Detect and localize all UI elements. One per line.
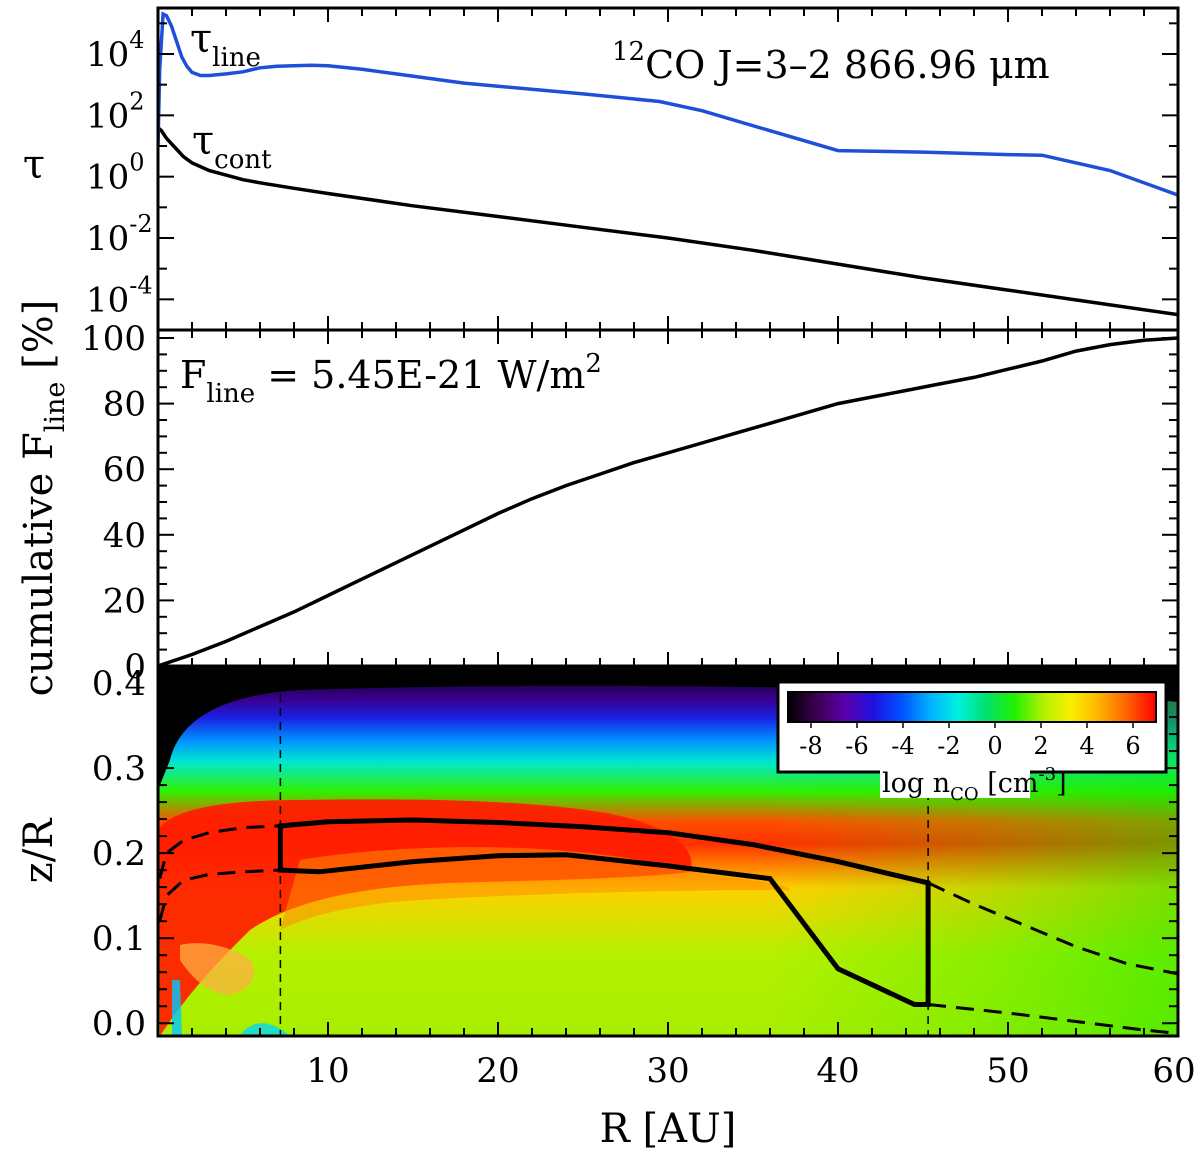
optical-depth-y-tick-base: 10 bbox=[86, 35, 129, 75]
co-density-y-tick-label: 0.0 bbox=[92, 1004, 146, 1044]
optical-depth-y-axis-title: τ bbox=[23, 142, 45, 188]
co-warm-region bbox=[280, 847, 790, 930]
optical-depth-y-tick-label: 104 bbox=[86, 26, 145, 75]
colorbar-tick-labels: -8 -6 -4 -2 0 2 4 6 bbox=[799, 722, 1141, 760]
emission-contours bbox=[158, 666, 1178, 1036]
optical-depth-y-tick-label: 100 bbox=[86, 149, 145, 198]
tau-line-line bbox=[158, 11, 1178, 197]
co-density-x-tick-labels: 10 20 30 40 50 60 bbox=[306, 1051, 1195, 1091]
colorbar-tick-label: 6 bbox=[1125, 732, 1140, 760]
line-flux-annotation: Fline = 5.45E-21 W/m2 bbox=[180, 349, 602, 409]
colorbar: -8 -6 -4 -2 0 2 4 6 log nCO [cm-3] bbox=[776, 680, 1168, 805]
colorbar-tick-label: -8 bbox=[799, 732, 822, 760]
optical-depth-y-tick-base: 10 bbox=[86, 158, 129, 198]
x-tick-label: 30 bbox=[646, 1051, 689, 1091]
x-tick-label: 40 bbox=[816, 1051, 859, 1091]
colorbar-label-background bbox=[880, 766, 1030, 798]
optical-depth-y-tick-label: 10-4 bbox=[86, 271, 153, 320]
line-flux-annotation-sub: line bbox=[206, 379, 255, 409]
tau-line-label-main: τ bbox=[190, 16, 212, 62]
x-tick-label: 50 bbox=[986, 1051, 1029, 1091]
colorbar-label-sup: -3 bbox=[1039, 764, 1057, 785]
colorbar-label: log nCO [cm-3] bbox=[882, 764, 1067, 805]
line-title: 12CO J=3–2 866.96 μm bbox=[612, 37, 1050, 87]
dashed-contour bbox=[158, 868, 281, 922]
x-axis-title: R [AU] bbox=[600, 1106, 737, 1152]
line-title-main: CO J=3–2 866.96 μm bbox=[645, 43, 1050, 87]
optical-depth-y-tick-label: 102 bbox=[86, 87, 145, 136]
cumulative-flux-y-tick-label: 100 bbox=[81, 319, 146, 359]
dashed-contour bbox=[927, 1003, 1178, 1035]
optical-depth-y-tick-label: 10-2 bbox=[86, 210, 153, 259]
cumulative-flux-y-tick-label: 60 bbox=[103, 450, 146, 490]
x-tick-label: 10 bbox=[306, 1051, 349, 1091]
colorbar-tick-label: -6 bbox=[845, 732, 868, 760]
co-density-y-tick-labels: 0.0 0.1 0.2 0.3 0.4 bbox=[92, 664, 146, 1044]
colorbar-label-unit: [cm bbox=[979, 768, 1039, 799]
dashed-contour bbox=[927, 881, 1178, 976]
tau-line-label-sub: line bbox=[212, 43, 261, 73]
colorbar-tick-label: 4 bbox=[1079, 732, 1094, 760]
co-density-y-tick-label: 0.3 bbox=[92, 749, 146, 789]
cumulative-flux-y-tick-labels: 0 20 40 60 80 100 bbox=[81, 319, 146, 687]
co-density-y-tick-label: 0.4 bbox=[92, 664, 146, 704]
colorbar-tick-label: -2 bbox=[937, 732, 960, 760]
line-flux-annotation-value: = 5.45E-21 W/m bbox=[255, 353, 585, 397]
line-flux-annotation-sup: 2 bbox=[585, 349, 602, 379]
optical-depth-y-tick-exponent: -4 bbox=[129, 271, 152, 299]
co-density-panel: 0.00.10.20.30.4 10 20 30 40 50 60 z/R R [AU] … bbox=[16, 664, 1196, 1152]
cumulative-flux-line bbox=[158, 336, 1178, 666]
emission-region-outline bbox=[277, 817, 931, 1007]
co-density-y-tick-label: 0.1 bbox=[92, 919, 146, 959]
co-density-y-axis-title: z/R bbox=[16, 817, 62, 884]
line-title-isotope: 12 bbox=[612, 37, 645, 67]
colorbar-tick-label: -4 bbox=[891, 732, 914, 760]
colorbar-strip bbox=[787, 691, 1157, 723]
co-density-frame bbox=[156, 664, 1180, 1038]
colorbar-label-main: log n bbox=[882, 768, 950, 799]
colorbar-label-close: ] bbox=[1056, 768, 1067, 799]
optical-depth-y-tick-exponent: 2 bbox=[129, 87, 144, 115]
optical-depth-y-tick-base: 10 bbox=[86, 96, 129, 136]
line-flux-annotation-main: F bbox=[180, 353, 206, 397]
cumulative-flux-y-title-unit: [%] bbox=[16, 300, 62, 382]
tau-cont-line bbox=[158, 126, 1178, 317]
midplane-blue-spot bbox=[240, 1023, 290, 1036]
colorbar-tick-label: 0 bbox=[987, 732, 1002, 760]
optical-depth-y-tick-base: 10 bbox=[86, 280, 129, 320]
optical-depth-y-tick-exponent: -2 bbox=[129, 210, 152, 238]
x-tick-label: 60 bbox=[1152, 1051, 1195, 1091]
cumulative-flux-y-title-main: cumulative F bbox=[16, 432, 62, 696]
optical-depth-y-tick-exponent: 0 bbox=[129, 149, 144, 177]
optical-depth-y-tick-base: 10 bbox=[86, 219, 129, 259]
inner-depleted-region bbox=[180, 943, 254, 995]
colorbar-tick-label: 2 bbox=[1033, 732, 1048, 760]
cumulative-flux-y-tick-label: 40 bbox=[103, 516, 146, 556]
optical-depth-y-tick-exponent: 4 bbox=[129, 26, 144, 54]
inner-rim-cyan bbox=[172, 980, 182, 1036]
colorbar-label-sub: CO bbox=[950, 784, 979, 805]
cumulative-flux-y-tick-label: 0 bbox=[124, 647, 146, 687]
tau-cont-label-main: τ bbox=[192, 118, 214, 164]
cumulative-flux-y-tick-label: 20 bbox=[103, 581, 146, 621]
cumulative-flux-y-title-sub: line bbox=[40, 382, 71, 433]
dashed-contour bbox=[158, 824, 281, 879]
cumulative-flux-y-tick-label: 80 bbox=[103, 385, 146, 425]
x-tick-label: 20 bbox=[476, 1051, 519, 1091]
tau-cont-label-sub: cont bbox=[214, 145, 272, 175]
cumulative-flux-y-axis-title: cumulative Fline [%] bbox=[16, 300, 71, 697]
tau-cont-label: τcont bbox=[192, 118, 272, 175]
upper-atmosphere-dark bbox=[158, 666, 1178, 790]
co-density-y-tick-label: 0.2 bbox=[92, 834, 146, 874]
tau-line-label: τline bbox=[190, 16, 261, 73]
